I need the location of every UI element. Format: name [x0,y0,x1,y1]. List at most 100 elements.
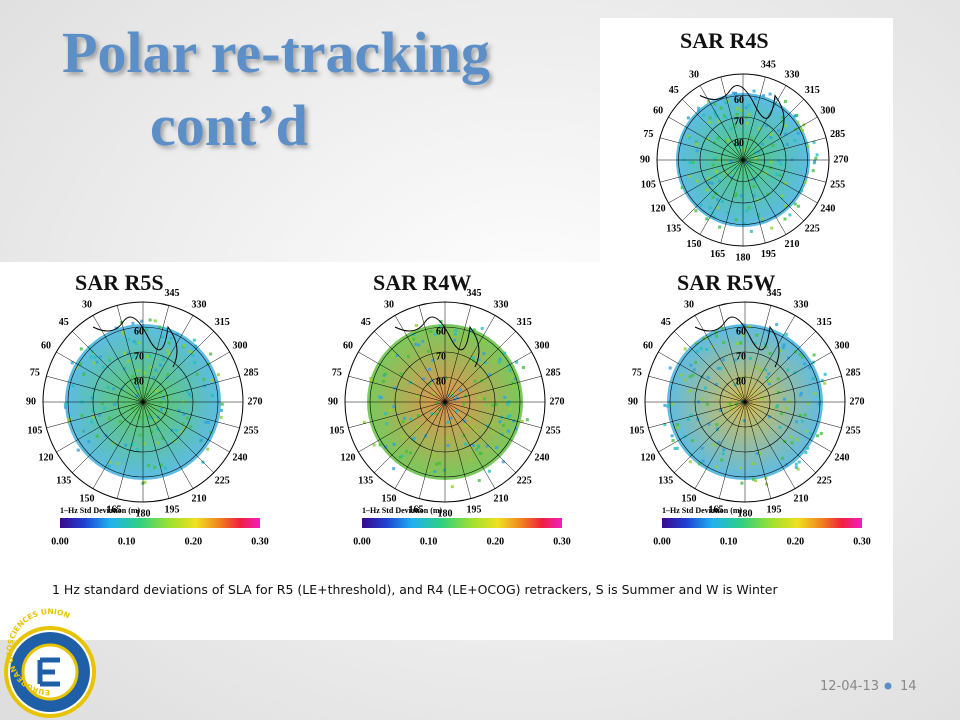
latitude-label: 80 [134,376,144,387]
speckle [95,434,99,438]
speckle [501,423,505,427]
speckle [135,448,139,452]
logo: EUROPEAN GEOSCIENCES UNION [4,607,96,718]
speckle [724,139,728,143]
speckle [769,160,773,164]
speckle [143,371,147,375]
meridian [659,137,744,161]
longitude-label: 210 [192,493,207,504]
speckle [780,196,784,200]
speckle [755,198,759,202]
speckle [768,352,772,356]
longitude-label: 105 [641,180,656,191]
latitude-label: 60 [436,326,446,337]
latitude-label: 80 [436,376,446,387]
speckle [691,373,695,377]
meridian [444,401,472,499]
speckle [761,219,765,223]
speckle [776,377,780,381]
speckle [744,106,748,110]
meridian [358,351,446,403]
speckle [118,419,122,423]
colorbar-title: 1–Hz Std Deviation (m) [662,506,743,515]
speckle [395,353,399,357]
speckle [446,444,450,448]
speckle [728,402,732,406]
speckle [149,365,153,369]
longitude-label: 300 [820,105,835,116]
speckle [805,141,809,145]
speckle [780,194,784,198]
longitude-label: 315 [805,85,820,96]
speckle [726,138,730,142]
speckle [464,394,468,398]
speckle [766,329,770,333]
meridian [742,137,827,161]
speckle [416,414,420,418]
speckle [796,204,800,208]
speckle [784,204,788,208]
speckle [469,458,473,462]
meridian [418,305,446,403]
speckle [491,430,495,434]
speckle [717,179,721,183]
meridian [682,99,744,161]
colorbar-title: 1–Hz Std Deviation (m) [60,506,141,515]
speckle [714,330,718,334]
longitude-label: 180 [136,508,151,519]
meridian [374,401,446,473]
speckle [439,319,443,323]
speckle [131,374,135,378]
speckle [788,213,792,217]
speckle [210,378,214,382]
speckle [417,343,421,347]
speckle [412,337,416,341]
meridian [744,401,842,429]
speckle [434,412,438,416]
speckle [675,446,679,450]
speckle [781,346,785,350]
speckle [729,127,733,131]
meridian [744,351,832,403]
speckle [713,141,717,145]
speckle [688,160,692,164]
speckle [209,352,213,356]
speckle [805,429,809,433]
speckle [427,468,431,472]
speckle [688,460,692,464]
latitude-label: 80 [736,376,746,387]
longitude-label: 330 [192,299,207,310]
speckle [680,186,684,190]
panel-label: SAR R4W [373,270,471,295]
speckle [795,114,799,118]
longitude-label: 270 [834,154,849,165]
speckle [148,354,152,358]
longitude-label: 60 [343,340,353,351]
speckle [402,416,406,420]
longitude-label: 255 [830,180,845,191]
speckle [106,385,110,389]
longitude-label: 300 [834,340,849,351]
speckle [793,139,797,143]
longitude-label: 150 [382,493,397,504]
speckle [743,222,747,226]
longitude-label: 240 [820,203,835,214]
speckle [687,418,691,422]
speckle [796,120,800,124]
speckle [438,324,442,328]
speckle [449,416,453,420]
speckle [486,424,490,428]
speckle [525,418,529,422]
meridian [72,331,144,403]
speckle [722,448,726,452]
speckle [186,389,190,393]
speckle [780,115,784,119]
speckle [464,423,468,427]
speckle [764,368,768,372]
longitude-label: 45 [661,317,671,328]
speckle [755,452,759,456]
meridian [92,315,144,403]
longitude-label: 75 [643,129,653,140]
speckle [506,429,510,433]
